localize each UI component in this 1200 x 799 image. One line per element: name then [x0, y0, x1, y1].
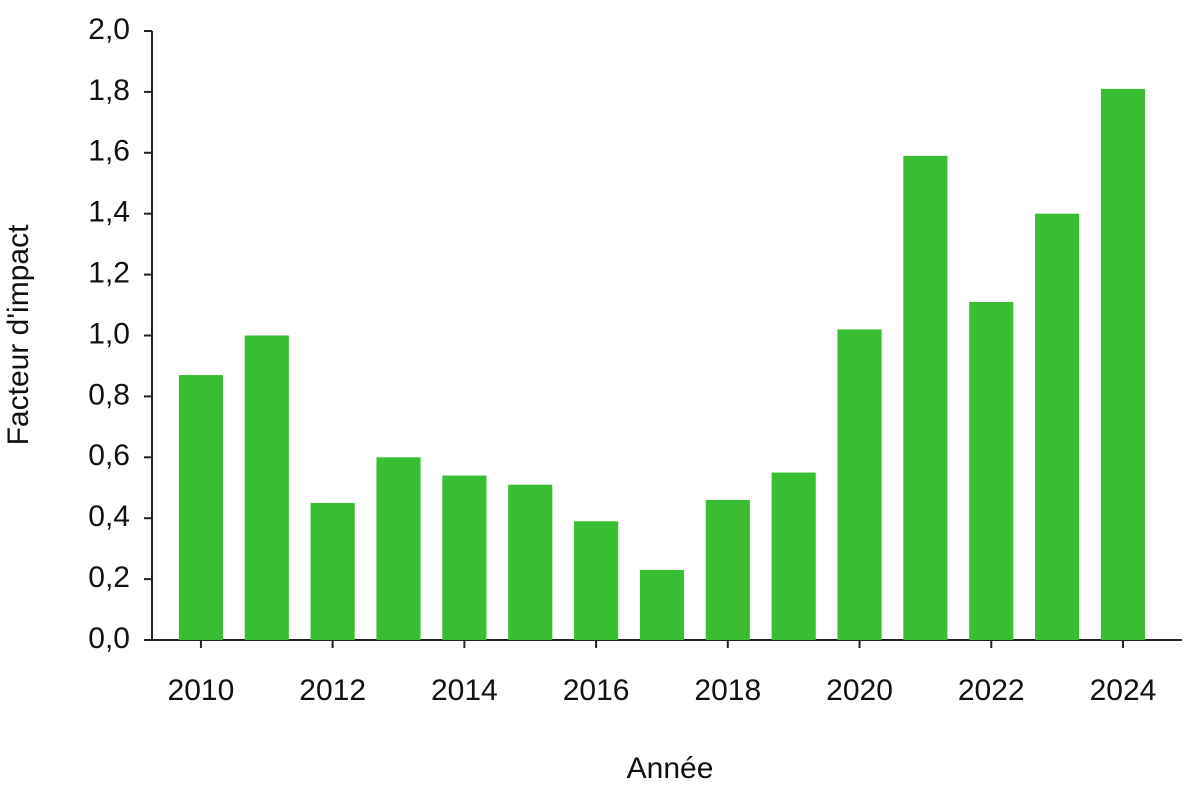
bar [837, 329, 882, 640]
bar [442, 475, 487, 640]
x-tick-label: 2012 [299, 674, 366, 707]
x-tick-label: 2016 [563, 674, 630, 707]
x-tick-label: 2022 [958, 674, 1025, 707]
y-tick-label: 1,6 [88, 135, 130, 168]
y-axis-label: Facteur d'impact [2, 224, 35, 445]
bar [508, 484, 553, 640]
y-tick-label: 0,8 [88, 378, 130, 411]
x-tick-label: 2014 [431, 674, 498, 707]
bar [639, 569, 685, 640]
bar [705, 499, 750, 640]
y-tick-label: 1,8 [88, 74, 130, 107]
bar [903, 155, 948, 640]
bar [574, 521, 619, 640]
y-tick-label: 0,4 [88, 500, 130, 533]
y-tick-label: 0,2 [88, 561, 130, 594]
y-tick-label: 1,2 [88, 257, 130, 290]
bar [771, 472, 816, 640]
y-tick-label: 2,0 [88, 13, 130, 46]
y-tick-label: 0,0 [88, 622, 130, 655]
bar [178, 375, 223, 640]
bar [1100, 88, 1146, 641]
x-axis-label: Année [627, 752, 714, 785]
bar [310, 502, 355, 640]
bar [969, 302, 1014, 640]
bar [1035, 213, 1080, 640]
x-tick-label: 2024 [1090, 674, 1157, 707]
x-tick-label: 2010 [168, 674, 235, 707]
y-tick-label: 1,4 [88, 196, 130, 229]
x-tick-label: 2020 [826, 674, 893, 707]
x-tick-label: 2018 [694, 674, 761, 707]
bar [376, 457, 421, 640]
y-tick-label: 1,0 [88, 317, 130, 350]
bar [244, 335, 289, 640]
y-tick-label: 0,6 [88, 439, 130, 472]
